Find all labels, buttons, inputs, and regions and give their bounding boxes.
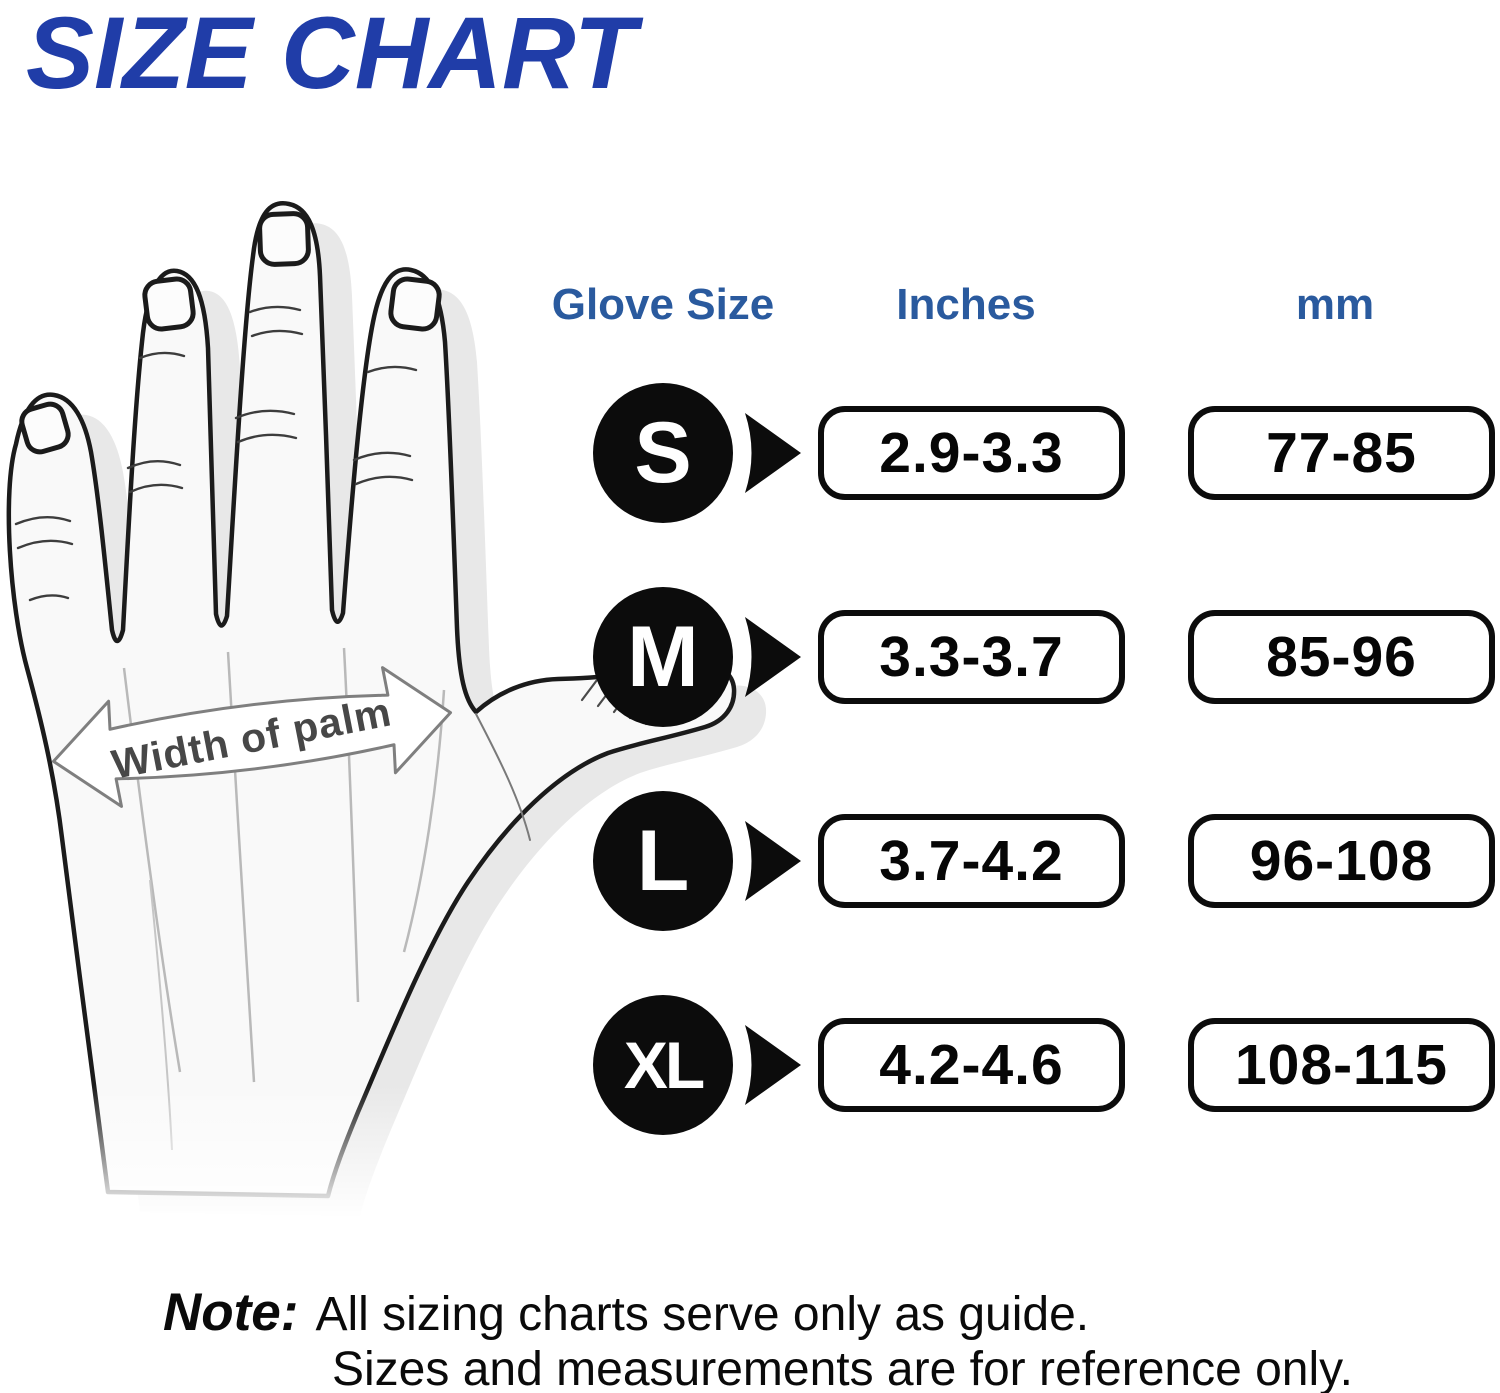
inches-value: 3.3-3.7 (818, 610, 1125, 704)
mm-value: 108-115 (1188, 1018, 1495, 1112)
inches-value: 3.7-4.2 (818, 814, 1125, 908)
column-header-inches: Inches (896, 280, 1036, 329)
triangle-right-icon (745, 413, 801, 493)
fingernails (19, 211, 442, 455)
table-row: XL 4.2-4.6 108-115 (0, 995, 1500, 1135)
size-badge: L (593, 791, 733, 931)
mm-value: 77-85 (1188, 406, 1495, 500)
table-row: M 3.3-3.7 85-96 (0, 587, 1500, 727)
inches-value: 2.9-3.3 (818, 406, 1125, 500)
size-badge: XL (593, 995, 733, 1135)
palm-lines (122, 647, 446, 1151)
note-text-1: All sizing charts serve only as guide. (315, 1288, 1090, 1341)
note-line-1: Note: All sizing charts serve only as gu… (163, 1282, 1089, 1343)
table-row: S 2.9-3.3 77-85 (0, 383, 1500, 523)
triangle-right-icon (745, 1025, 801, 1105)
page-title: SIZE CHART (26, 0, 637, 110)
size-badge: M (593, 587, 733, 727)
mm-value: 85-96 (1188, 610, 1495, 704)
mm-value: 96-108 (1188, 814, 1495, 908)
inches-value: 4.2-4.6 (818, 1018, 1125, 1112)
double-arrow-icon (51, 666, 453, 808)
note-text-2: Sizes and measurements are for reference… (332, 1343, 1353, 1393)
hand-illustration: Width of palm (0, 201, 770, 1220)
size-badge: S (593, 383, 733, 523)
triangle-right-icon (745, 821, 801, 901)
triangle-right-icon (745, 617, 801, 697)
column-header-glove-size: Glove Size (551, 280, 775, 329)
note-label: Note: (163, 1283, 299, 1342)
column-header-mm: mm (1295, 280, 1375, 329)
knuckle-wrinkles (14, 305, 418, 602)
table-row: L 3.7-4.2 96-108 (0, 791, 1500, 931)
